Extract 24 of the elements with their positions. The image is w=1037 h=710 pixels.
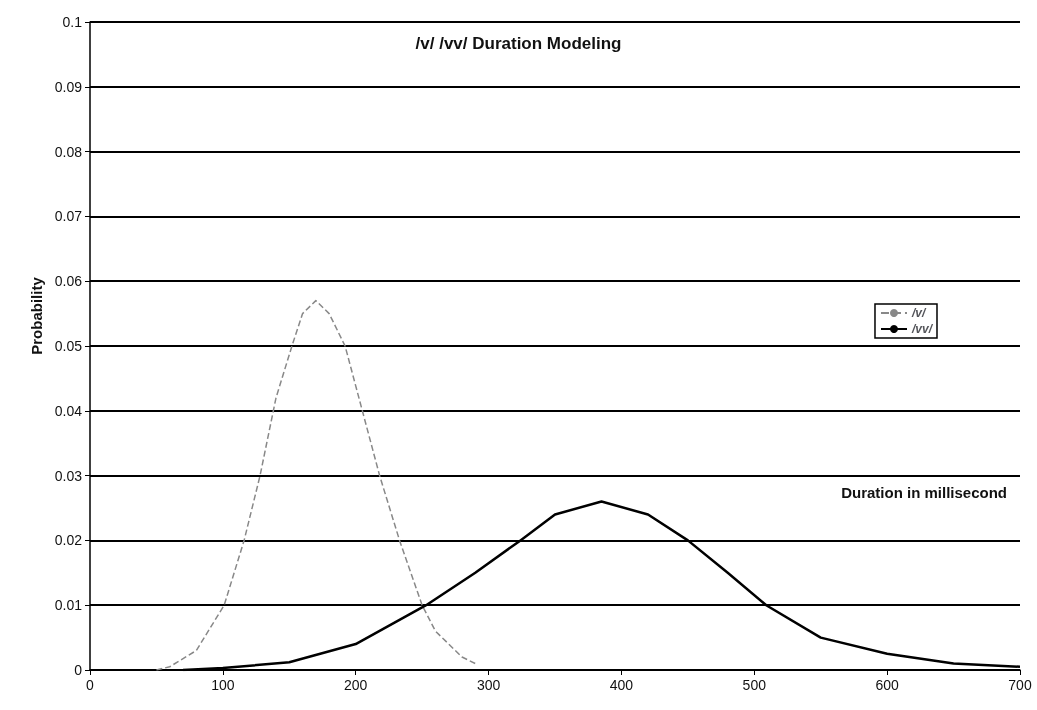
y-tick-label: 0.08	[54, 143, 83, 160]
x-tick-label: 600	[875, 677, 900, 693]
legend-label: /v/	[910, 306, 927, 320]
x-tick-label: 100	[211, 677, 235, 693]
y-tick-label: 0.03	[54, 467, 83, 484]
y-tick-label: 0.07	[54, 208, 83, 225]
y-tick-label: 0.1	[62, 14, 83, 30]
text: /v/ /vv/ Duration Modeling	[415, 34, 622, 53]
y-tick-label: 0.01	[54, 597, 83, 614]
y-tick-label: 0.05	[54, 338, 83, 354]
x-tick-label: 500	[742, 677, 767, 693]
x-axis-title: Duration in millisecond	[841, 484, 1008, 501]
y-tick-label: 0.06	[54, 273, 83, 290]
x-tick-label: 200	[344, 677, 368, 693]
y-tick-label: 0.04	[54, 402, 83, 419]
y-axis-title: Probability	[27, 276, 45, 355]
x-tick-label: 400	[609, 677, 634, 693]
x-tick-label: 700	[1008, 677, 1032, 693]
x-tick-label: 300	[476, 677, 501, 693]
y-tick-label: 0.09	[54, 78, 83, 95]
y-tick-label: 0	[74, 662, 83, 678]
x-tick-label: 0	[86, 677, 95, 693]
y-tick-label: 0.02	[54, 532, 83, 549]
legend-label: /vv/	[910, 322, 934, 336]
